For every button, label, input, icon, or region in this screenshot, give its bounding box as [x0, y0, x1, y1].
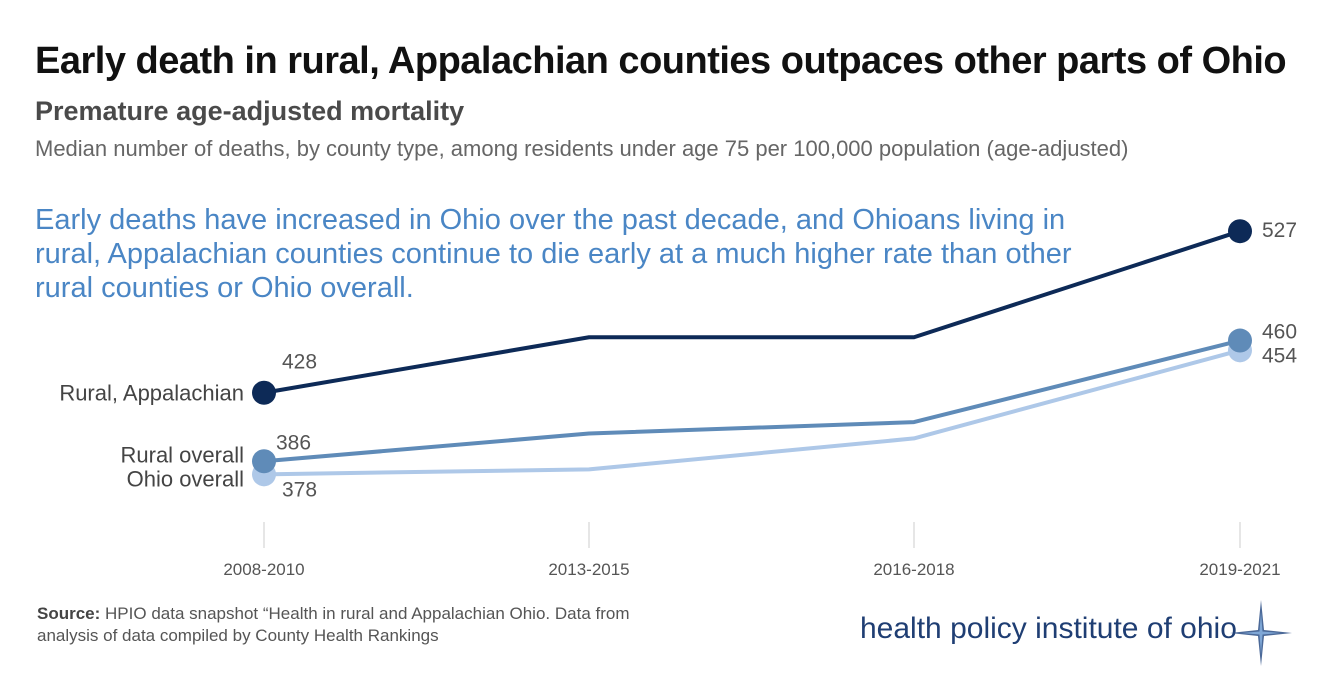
data-point: [252, 380, 276, 405]
data-point: [1228, 219, 1252, 244]
series-line: [263, 338, 1241, 464]
series-name-label: Rural, Appalachian: [59, 381, 244, 406]
series-line: [263, 348, 1241, 477]
data-label: 460: [1262, 321, 1297, 344]
data-label: 428: [282, 351, 317, 374]
data-point: [1228, 328, 1252, 353]
series-name-label: Ohio overall: [127, 466, 244, 491]
x-tick-label: 2016-2018: [873, 560, 954, 579]
data-point: [252, 449, 276, 474]
source-label: Source:: [37, 604, 101, 623]
compass-star-icon: [1230, 600, 1292, 666]
data-label: 527: [1262, 219, 1297, 242]
hpio-logo-text: health policy institute of ohio: [860, 612, 1237, 645]
chart-subtitle: Premature age-adjusted mortality: [35, 96, 465, 126]
chart-title: Early death in rural, Appalachian counti…: [35, 40, 1287, 82]
x-tick-label: 2008-2010: [223, 560, 304, 579]
callout-text: Early deaths have increased in Ohio over…: [35, 204, 1072, 304]
series-name-label: Rural overall: [121, 442, 245, 467]
data-label: 454: [1262, 344, 1297, 367]
x-tick-label: 2013-2015: [548, 560, 629, 579]
x-tick-label: 2019-2021: [1199, 560, 1280, 579]
data-label: 386: [276, 431, 311, 454]
chart-description: Median number of deaths, by county type,…: [35, 136, 1129, 161]
source-note: Source: HPIO data snapshot “Health in ru…: [37, 603, 687, 647]
source-text: HPIO data snapshot “Health in rural and …: [37, 604, 630, 645]
data-label: 378: [282, 478, 317, 501]
series-line: [263, 229, 1241, 395]
